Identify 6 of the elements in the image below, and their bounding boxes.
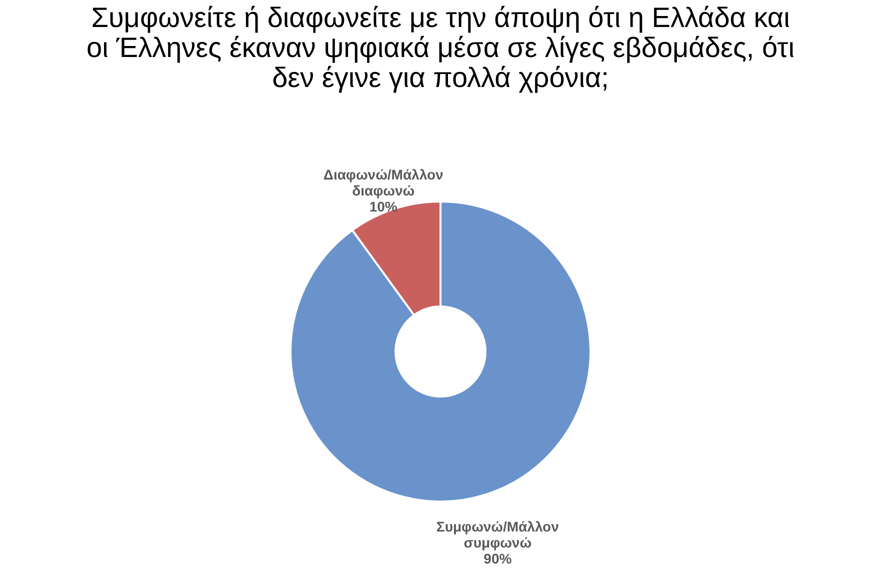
slice-label: Διαφωνώ/Μάλλον διαφωνώ	[323, 166, 444, 199]
data-label: 10%	[369, 198, 398, 215]
donut-slice	[290, 200, 592, 502]
chart-title: Συμφωνείτε ή διαφωνείτε με την άποψη ότι η Ελλάδα και οι Έλληνες έκαναν ψηφιακά μέσα σε λίγες εβδομάδες, ότι δεν έγινε για πολλά χρόνια;	[86, 2, 794, 93]
slice-label: Συμφωνώ/Μάλλον συμφωνώ	[436, 518, 560, 550]
data-label: 90%	[484, 550, 512, 566]
